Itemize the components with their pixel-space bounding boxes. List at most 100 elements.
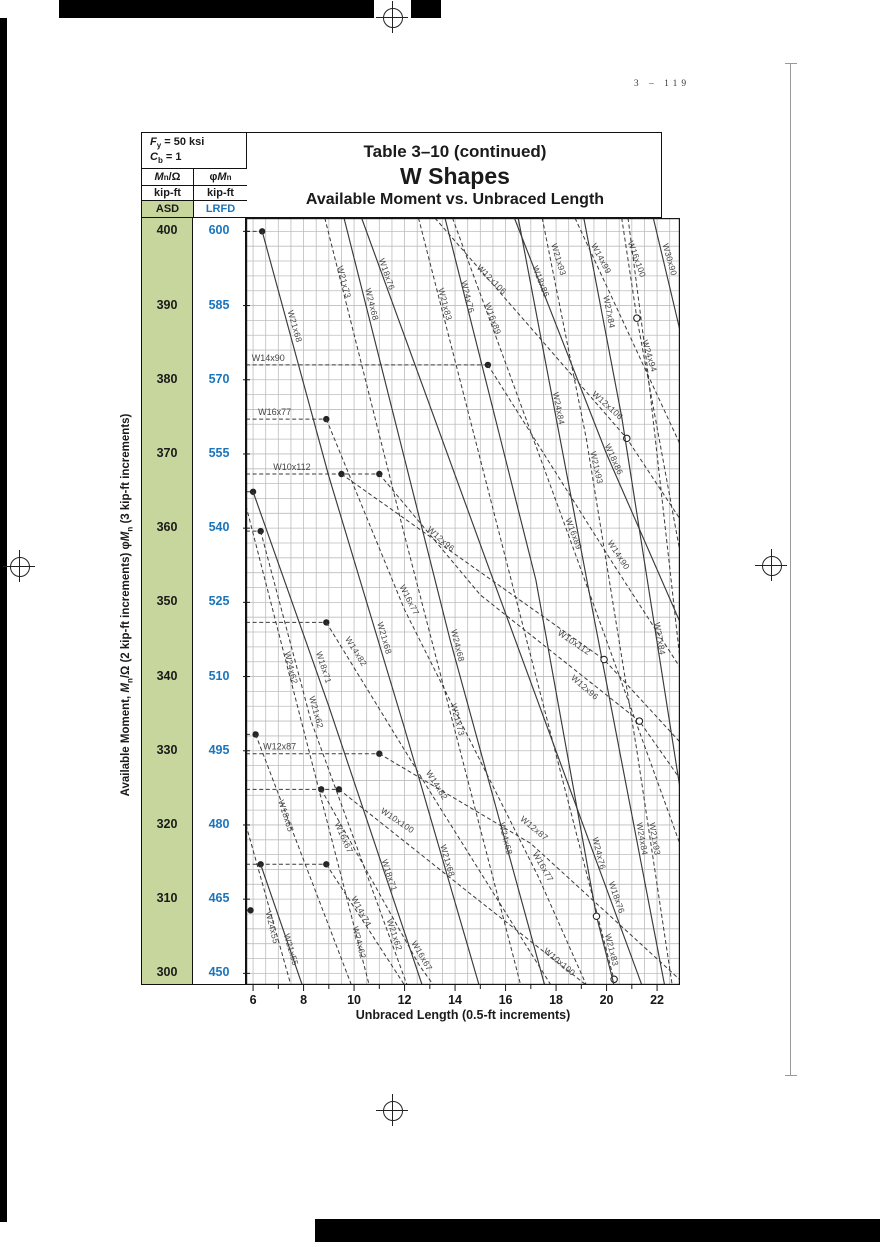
curve-W16x77 xyxy=(325,418,587,985)
curve-label-W24x62: W24x62 xyxy=(351,925,369,959)
lrfd-tick-label: 540 xyxy=(208,520,230,535)
curve-label-W18x76: W18x76 xyxy=(377,257,397,291)
x-tick-label: 16 xyxy=(499,993,513,1007)
lrfd-tick-label: 585 xyxy=(208,297,230,312)
trim-tick-top xyxy=(785,63,797,64)
curve-W21x73 xyxy=(324,218,522,985)
plateau-label: W10x112 xyxy=(273,462,310,472)
cb-value: Cb = 1 xyxy=(150,151,182,166)
lp-dot xyxy=(323,861,330,868)
left-bleed-bar xyxy=(0,18,7,1222)
curve-label-W10x100: W10x100 xyxy=(542,946,578,978)
curve-W14x82 xyxy=(325,622,552,985)
asd-tick-label: 310 xyxy=(156,891,178,906)
lrfd-tick-label: 525 xyxy=(208,594,230,609)
x-tick-label: 10 xyxy=(347,993,361,1007)
curve-label-W21x73: W21x73 xyxy=(335,265,353,299)
curve-W21x62 xyxy=(260,530,408,985)
plot-border xyxy=(246,218,680,985)
lp-dot xyxy=(257,861,264,868)
asd-tick-label: 300 xyxy=(156,965,178,980)
fy-value: Fy = 50 ksi xyxy=(150,135,205,150)
asd-tick-label: 390 xyxy=(156,297,178,312)
curve-W30x90 xyxy=(652,218,680,334)
fy-cb-cell: Fy = 50 ksi Cb = 1 xyxy=(142,133,247,169)
lrfd-tick-label: 480 xyxy=(208,816,230,831)
table-caption: Available Moment vs. Unbraced Length xyxy=(305,190,605,208)
x-tick-label: 8 xyxy=(300,993,307,1007)
curve-label-W21x83: W21x83 xyxy=(603,933,621,967)
lr-circle xyxy=(633,314,641,322)
lrfd-tick-label: 510 xyxy=(208,668,230,683)
curve-label-W12x96: W12x96 xyxy=(569,673,600,702)
page-trim-line xyxy=(790,63,791,1075)
lrfd-tick-label: 600 xyxy=(208,223,230,238)
lrfd-units: kip-ft xyxy=(194,186,247,201)
curve-W24x55 xyxy=(246,824,292,985)
x-axis-title: Unbraced Length (0.5-ft increments) xyxy=(355,1008,571,1022)
y-axis-title: Available Moment, Mn/Ω (2 kip-ft increme… xyxy=(120,413,135,797)
asd-tick-label: 380 xyxy=(156,371,178,386)
curve-label-W24x76: W24x76 xyxy=(459,280,477,314)
plateau-label: W16x77 xyxy=(258,407,291,417)
curve-W18x76 xyxy=(361,218,643,985)
x-tick-label: 18 xyxy=(549,993,563,1007)
curve-W14x74 xyxy=(325,864,406,985)
lrfd-tick-label: 570 xyxy=(208,371,230,386)
curve-label-W18x71: W18x71 xyxy=(314,650,334,684)
plot-area: W14x90 W16x77 W10x112 W12x87 W21x68 W21x68 W21… xyxy=(246,218,680,985)
curve-W24x76 xyxy=(444,218,615,985)
lp-dot xyxy=(249,488,257,495)
lp-dot xyxy=(258,228,266,235)
curve-W27x84 xyxy=(583,218,680,793)
curve-label-W16x77: W16x77 xyxy=(398,583,422,617)
curve-label-W12x106: W12x106 xyxy=(475,262,509,296)
lrfd-tick-label: 450 xyxy=(208,965,230,980)
curve-label-W14x82: W14x82 xyxy=(343,635,369,668)
lp-dot xyxy=(247,907,254,914)
x-tick-label: 14 xyxy=(448,993,462,1007)
lr-circle xyxy=(592,912,601,920)
curve-W12x106 xyxy=(434,218,680,520)
curve-W21x55 xyxy=(260,864,303,985)
curve-label-W12x87: W12x87 xyxy=(518,814,550,843)
lr-circle xyxy=(600,655,608,664)
curve-W10x112 xyxy=(341,473,680,743)
curve-W12x87 xyxy=(379,753,680,981)
curve-W14x90 xyxy=(487,364,680,669)
plateau-label: W12x87 xyxy=(263,742,296,752)
curve-label-W21x83: W21x83 xyxy=(436,287,454,321)
lp-dot xyxy=(323,619,330,626)
curve-label-W24x68: W24x68 xyxy=(497,821,515,855)
curve-W24x62 xyxy=(246,505,370,985)
curve-W16x89 xyxy=(452,218,680,846)
trim-tick-bottom xyxy=(785,1075,797,1076)
asd-label: ASD xyxy=(142,201,194,217)
x-tick-label: 22 xyxy=(650,993,664,1007)
curve-W18x65 xyxy=(255,734,352,985)
curve-W21x93 xyxy=(541,218,673,985)
asd-tick-label: 400 xyxy=(156,223,178,238)
curve-W24x94 xyxy=(627,218,680,664)
curve-W14x99 xyxy=(574,218,680,446)
lr-circle xyxy=(635,717,644,725)
asd-tick-label: 330 xyxy=(156,742,178,757)
lp-dot xyxy=(323,415,330,423)
curve-label-W21x68: W21x68 xyxy=(375,621,394,655)
lrfd-label: LRFD xyxy=(205,203,236,215)
table-subtitle: W Shapes xyxy=(400,162,510,189)
curve-W12x96 xyxy=(378,473,680,780)
curve-W21x68 xyxy=(261,231,480,985)
curve-W10x100 xyxy=(338,788,587,985)
asd-tick-label: 360 xyxy=(156,520,178,535)
curve-label-W21x73: W21x73 xyxy=(449,702,467,736)
curve-W24x68 xyxy=(343,218,546,985)
curve-label-W16x67: W16x67 xyxy=(333,820,356,854)
curve-label-W27x84: W27x84 xyxy=(652,621,668,655)
top-bleed-bar xyxy=(59,0,441,18)
curve-label-W24x94: W24x94 xyxy=(640,339,659,373)
y-axis-asd-scale: 400 390 380 370 360 350 340 330 320 310 300 xyxy=(141,218,193,985)
